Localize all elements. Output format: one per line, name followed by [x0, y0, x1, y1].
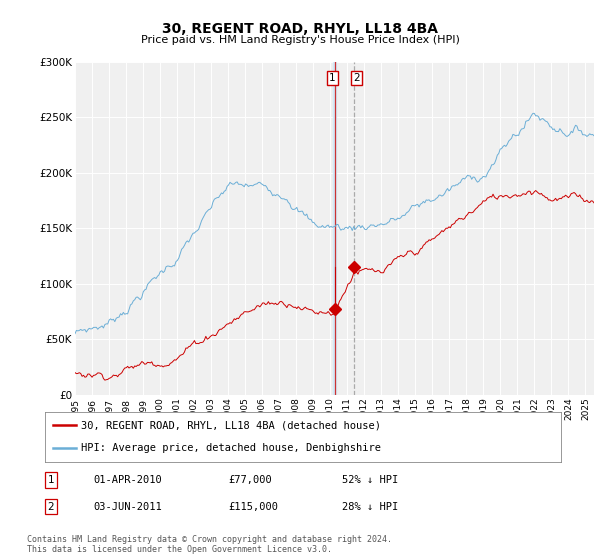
Text: 01-APR-2010: 01-APR-2010 — [93, 475, 162, 485]
Text: Price paid vs. HM Land Registry's House Price Index (HPI): Price paid vs. HM Land Registry's House … — [140, 35, 460, 45]
Text: Contains HM Land Registry data © Crown copyright and database right 2024.
This d: Contains HM Land Registry data © Crown c… — [27, 535, 392, 554]
Text: 2: 2 — [47, 502, 55, 512]
Text: 2: 2 — [353, 73, 360, 83]
Text: HPI: Average price, detached house, Denbighshire: HPI: Average price, detached house, Denb… — [81, 444, 381, 454]
Text: 1: 1 — [47, 475, 55, 485]
Text: £77,000: £77,000 — [228, 475, 272, 485]
Text: 30, REGENT ROAD, RHYL, LL18 4BA (detached house): 30, REGENT ROAD, RHYL, LL18 4BA (detache… — [81, 420, 381, 430]
Text: 03-JUN-2011: 03-JUN-2011 — [93, 502, 162, 512]
Text: 28% ↓ HPI: 28% ↓ HPI — [342, 502, 398, 512]
Text: 52% ↓ HPI: 52% ↓ HPI — [342, 475, 398, 485]
Text: 30, REGENT ROAD, RHYL, LL18 4BA: 30, REGENT ROAD, RHYL, LL18 4BA — [162, 22, 438, 36]
Text: £115,000: £115,000 — [228, 502, 278, 512]
Text: 1: 1 — [329, 73, 336, 83]
Bar — [333, 62, 336, 395]
